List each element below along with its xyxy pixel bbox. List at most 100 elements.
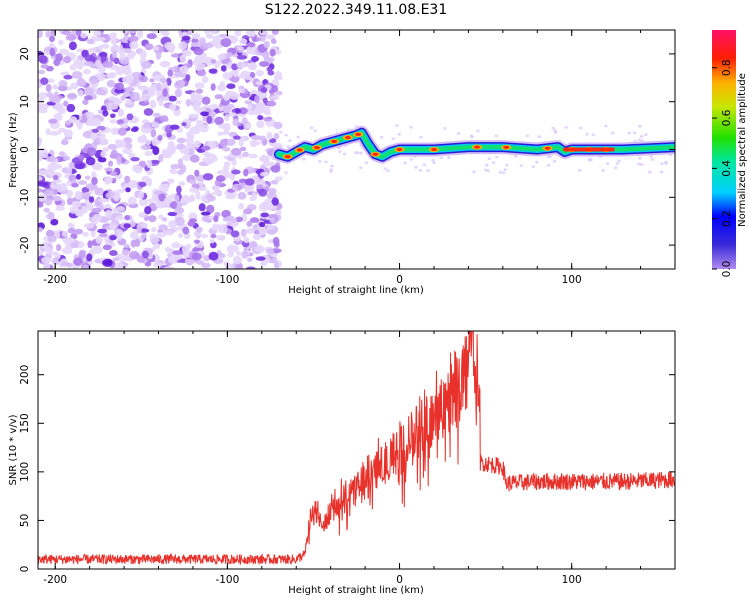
- spectrogram-noise-blob: [230, 218, 237, 223]
- snr-ylabel: SNR (10 * v/v): [8, 414, 19, 485]
- spectrogram-noise-blob: [78, 154, 85, 161]
- spectrogram-noise-blob: [176, 137, 187, 144]
- spectrogram-noise-blob: [83, 191, 90, 201]
- spectrogram-noise-blob: [75, 30, 82, 36]
- spectrogram-speckle: [313, 129, 318, 133]
- ridge-strong-segment: [563, 147, 615, 152]
- spectrogram-noise-blob: [66, 167, 73, 175]
- spectrogram-noise-blob: [107, 96, 117, 102]
- spectrogram-noise-blob: [163, 266, 175, 269]
- spectrogram-noise-blob: [106, 73, 112, 79]
- spectrogram-noise-blob: [245, 123, 252, 129]
- spectrogram-speckle: [640, 139, 644, 143]
- spectrogram-noise-blob: [200, 145, 211, 151]
- spectrogram-noise-blob: [222, 72, 233, 80]
- spectrogram-noise-blob: [129, 250, 140, 260]
- ridge-hotspot: [355, 132, 362, 136]
- ridge-hotspot: [372, 152, 379, 156]
- spectrogram-noise-blob: [257, 103, 266, 112]
- spectrogram-speckle: [564, 126, 568, 129]
- spectrogram-noise-blob: [185, 74, 191, 82]
- spectrogram-noise-blob: [152, 262, 164, 268]
- spectrogram-noise-blob: [222, 146, 231, 152]
- spectrogram-speckle: [456, 132, 461, 135]
- spectrogram-speckle: [525, 134, 530, 138]
- spectrogram-noise-blob: [44, 262, 51, 269]
- spectrogram-noise-blob: [271, 197, 279, 206]
- spectrogram-noise-blob: [191, 37, 199, 44]
- spectrogram-noise-blob: [161, 217, 168, 222]
- spectrogram-noise-blob: [66, 103, 76, 113]
- spectrogram-speckle: [649, 155, 653, 158]
- spectrogram-speckle: [498, 170, 503, 174]
- spectrogram-noise-blob: [106, 79, 116, 88]
- spectrogram-speckle: [338, 150, 342, 154]
- spectrogram-noise-blob: [91, 177, 98, 185]
- spectrogram-speckle: [638, 156, 642, 160]
- spectrogram-noise-blob: [86, 38, 95, 45]
- spectrogram-noise-blob: [235, 251, 242, 256]
- spectrogram-noise-blob: [182, 50, 192, 57]
- spectrogram-speckle: [379, 135, 384, 139]
- spectrogram-noise-blob: [102, 60, 114, 68]
- spectrogram-noise-blob: [102, 244, 112, 251]
- spectrogram-noise-blob: [109, 170, 118, 176]
- spectrogram-noise-blob: [182, 226, 190, 235]
- spectrogram-noise-blob: [148, 198, 155, 204]
- spectrogram-noise-blob: [267, 70, 275, 76]
- spectrogram-noise-blob: [210, 234, 217, 239]
- spectrogram-noise-blob: [74, 209, 82, 217]
- spectrogram-noise-blob: [138, 160, 146, 167]
- spectrogram-noise-blob: [191, 183, 201, 188]
- spectrogram-noise-blob: [47, 235, 57, 243]
- spectrogram-noise-blob: [144, 206, 152, 215]
- spectrogram-noise-blob: [152, 46, 160, 51]
- spectrogram-noise-blob: [232, 118, 240, 127]
- spectrogram-noise-blob: [251, 56, 259, 62]
- spectrogram-noise-blob: [94, 59, 103, 68]
- colorbar-tick-label: 0.0: [721, 261, 733, 278]
- spectrogram-noise-blob: [198, 181, 204, 187]
- spectrogram-noise-blob: [176, 185, 182, 194]
- spectrogram-noise-blob: [225, 263, 231, 269]
- spectrogram-speckle: [418, 168, 423, 172]
- spectrogram-speckle: [485, 163, 489, 167]
- spectrogram-noise-blob: [232, 256, 242, 265]
- spectrogram-noise-blob: [202, 96, 211, 105]
- spectrogram-noise-blob: [238, 73, 247, 79]
- snr-panel: -200 -100 0 100 0 50 100 150 200 Height of strai…: [8, 330, 676, 596]
- spectrogram-noise-blob: [121, 30, 129, 34]
- spectrogram-noise-blob: [98, 44, 104, 50]
- spectrogram-noise-blob: [222, 129, 230, 136]
- spectrogram-speckle: [640, 163, 644, 166]
- spectrogram-speckle: [494, 155, 499, 159]
- ridge-hotspot: [344, 135, 351, 140]
- spectrogram-noise-blob: [76, 78, 87, 87]
- spectrogram-noise-blob: [112, 207, 118, 214]
- spectrogram-noise-blob: [253, 229, 261, 235]
- spectrogram-noise-blob: [257, 115, 264, 121]
- spectrogram-noise-blob: [142, 89, 148, 95]
- spectrogram-noise-blob: [186, 133, 195, 141]
- spectrogram-speckle: [487, 157, 492, 161]
- spectrogram-noise-blob: [247, 103, 253, 112]
- spectrogram-noise-blob: [81, 113, 87, 123]
- spectrogram-noise-blob: [174, 217, 185, 226]
- spectrogram-noise-blob: [256, 120, 265, 129]
- spectrogram-noise-blob: [54, 102, 64, 112]
- colorbar-tick-label: 0.4: [721, 160, 733, 177]
- spectrogram-noise-blob: [181, 154, 192, 161]
- spectrogram-speckle: [664, 160, 668, 164]
- colorbar-label: Normalized spectral amplitude: [737, 73, 748, 227]
- spectrogram-noise-blob: [84, 175, 91, 180]
- spectrogram-noise-blob: [63, 155, 71, 161]
- spectrogram-noise-blob: [191, 33, 201, 40]
- spectrogram-noise-blob: [126, 113, 134, 121]
- spectrogram-noise-blob: [141, 61, 152, 69]
- spectrogram-noise-blob: [117, 188, 126, 193]
- spectrogram-noise-blob: [165, 127, 171, 134]
- spectrogram-noise-blob: [178, 41, 188, 50]
- spectrogram-noise-blob: [43, 207, 51, 213]
- spectrogram-noise-blob: [123, 243, 130, 248]
- spectrogram-noise-blob: [67, 227, 76, 234]
